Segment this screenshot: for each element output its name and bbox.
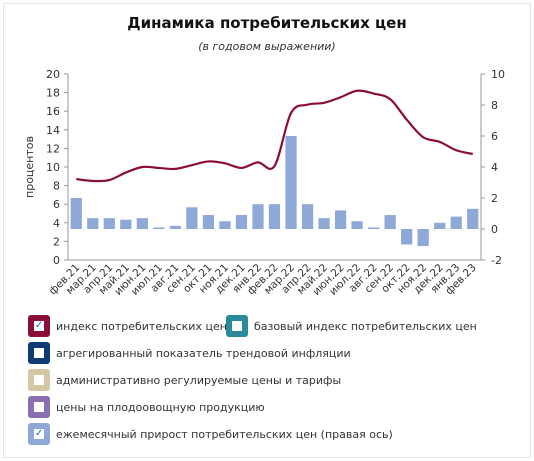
bar-monthly-growth: [368, 227, 380, 229]
bar-monthly-growth: [285, 136, 297, 229]
bar-monthly-growth: [169, 225, 181, 229]
bar-monthly-growth: [252, 204, 264, 229]
bar-monthly-growth: [87, 218, 99, 229]
bar-monthly-growth: [401, 229, 413, 245]
legend-item[interactable]: цены на плодоовощную продукцию: [28, 396, 265, 418]
legend-label: агрегированный показатель трендовой инфл…: [56, 346, 351, 360]
checkbox-unchecked-icon[interactable]: [232, 321, 242, 331]
bar-monthly-growth: [318, 218, 330, 229]
bar-monthly-growth: [450, 216, 462, 229]
checkbox-checked-icon[interactable]: ✓: [34, 321, 44, 331]
checkbox-unchecked-icon[interactable]: [34, 402, 44, 412]
y-tick-label: 18: [46, 87, 60, 100]
bar-monthly-growth: [417, 229, 429, 247]
chart-title: Динамика потребительских цен: [127, 14, 407, 32]
legend-swatch: [28, 342, 50, 364]
y2-tick-label: 10: [491, 68, 505, 81]
y-tick-label: 8: [53, 180, 60, 193]
check-icon: ✓: [34, 320, 44, 331]
checkbox-unchecked-icon[interactable]: [34, 348, 44, 358]
legend-label: административно регулируемые цены и тари…: [56, 373, 342, 387]
legend-item[interactable]: базовый индекс потребительских цен: [226, 315, 477, 337]
legend-label: базовый индекс потребительских цен: [254, 319, 477, 333]
y-tick-label: 10: [46, 161, 60, 174]
legend-label: ежемесячный прирост потребительских цен …: [56, 427, 393, 441]
chart-frame: [3, 3, 531, 458]
chart-plot: 02468101214161820-20246810процентовфев.2…: [23, 68, 505, 298]
y2-tick-label: 8: [491, 99, 498, 112]
bar-monthly-growth: [467, 208, 479, 229]
bar-monthly-growth: [70, 198, 82, 229]
checkbox-checked-icon[interactable]: ✓: [34, 429, 44, 439]
bar-monthly-growth: [301, 204, 314, 229]
legend-item[interactable]: административно регулируемые цены и тари…: [28, 369, 341, 391]
y2-tick-label: 6: [491, 130, 498, 143]
check-icon: ✓: [34, 428, 44, 439]
y-tick-label: 6: [53, 198, 60, 211]
bar-monthly-growth: [103, 218, 115, 229]
y-tick-label: 2: [53, 235, 60, 248]
y-tick-label: 14: [46, 124, 60, 137]
line-cpi: [76, 89, 473, 183]
bar-monthly-growth: [202, 215, 215, 229]
y2-tick-label: 4: [491, 161, 498, 174]
bar-monthly-growth: [351, 221, 363, 229]
chart-subtitle: (в годовом выражении): [198, 40, 336, 53]
bar-monthly-growth: [186, 207, 198, 229]
legend-label: индекс потребительских цен: [56, 319, 227, 333]
legend-swatch: ✓: [28, 423, 50, 445]
bar-monthly-growth: [136, 218, 148, 229]
legend-swatch: [28, 369, 50, 391]
y2-tick-label: 2: [491, 192, 498, 205]
y-axis-title: процентов: [23, 136, 36, 198]
legend-swatch: ✓: [28, 315, 50, 337]
bar-monthly-growth: [235, 215, 248, 229]
legend-label: цены на плодоовощную продукцию: [56, 400, 265, 414]
legend-item[interactable]: ✓ индекс потребительских цен: [28, 315, 227, 337]
y-tick-label: 0: [53, 254, 60, 267]
bar-monthly-growth: [434, 222, 446, 229]
y-tick-label: 12: [46, 142, 60, 155]
legend-swatch: [226, 315, 248, 337]
legend-item[interactable]: агрегированный показатель трендовой инфл…: [28, 342, 351, 364]
legend-item[interactable]: ✓ ежемесячный прирост потребительских цен…: [28, 423, 393, 445]
bar-monthly-growth: [384, 215, 396, 229]
bar-monthly-growth: [120, 219, 132, 229]
y2-tick-label: -2: [491, 254, 502, 267]
bar-monthly-growth: [268, 204, 281, 229]
y-tick-label: 4: [53, 217, 60, 230]
legend-swatch: [28, 396, 50, 418]
y2-tick-label: 0: [491, 223, 498, 236]
y-tick-label: 20: [46, 68, 60, 81]
y-tick-label: 16: [46, 105, 60, 118]
bar-monthly-growth: [219, 221, 231, 229]
bar-monthly-growth: [334, 210, 347, 229]
checkbox-unchecked-icon[interactable]: [34, 375, 44, 385]
bar-monthly-growth: [153, 227, 165, 229]
